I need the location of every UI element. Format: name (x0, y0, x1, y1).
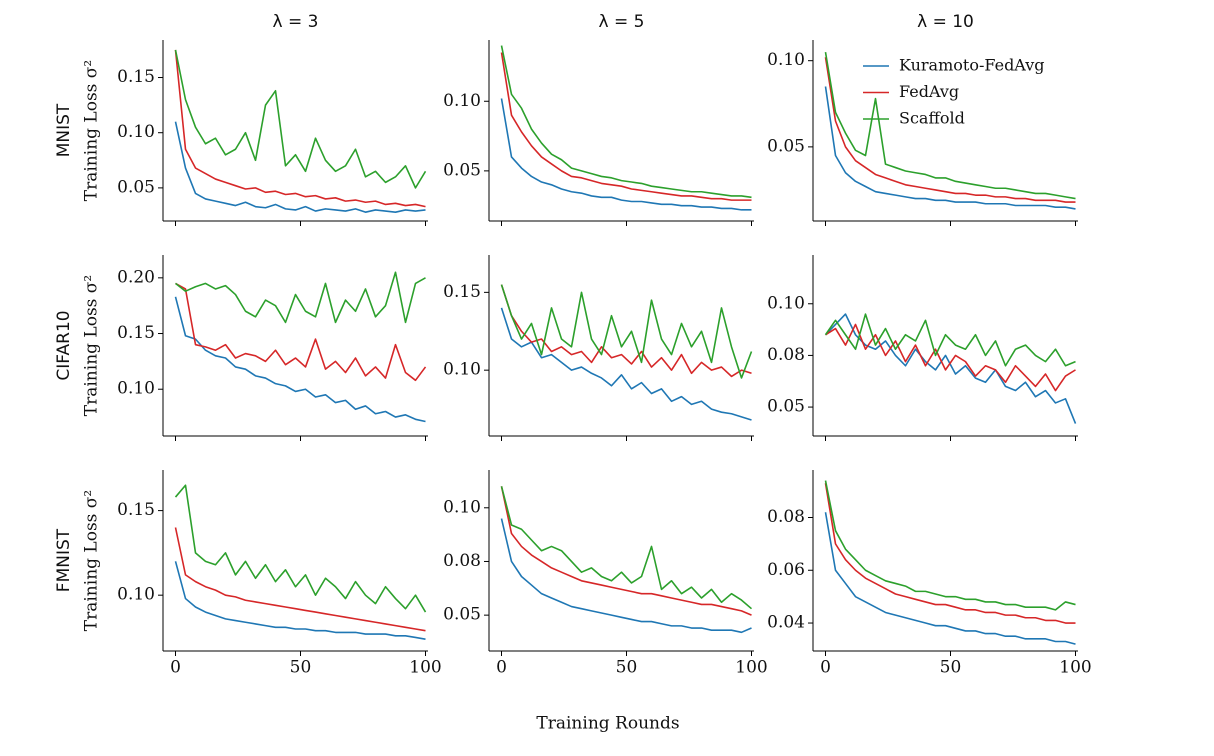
y-tick-label: 0.08 (443, 551, 481, 571)
y-tick-label: 0.10 (117, 585, 155, 605)
y-tick-label: 0.05 (767, 136, 805, 156)
y-tick-label: 0.20 (117, 267, 155, 287)
x-tick-label: 0 (496, 658, 507, 678)
series-line (175, 282, 427, 382)
y-tick-label: 0.15 (117, 67, 155, 87)
series-line (500, 45, 752, 199)
series-line (174, 484, 427, 613)
series-line (824, 57, 1076, 203)
series-line (825, 323, 1076, 392)
series-line (824, 51, 1076, 200)
y-tick-label: 0.05 (443, 605, 481, 625)
y-tick-label: 0.08 (767, 507, 805, 527)
series-line (500, 98, 752, 211)
series-line (174, 561, 426, 640)
y-tick-label: 0.10 (443, 91, 481, 111)
row-label: MNIST (54, 103, 74, 157)
series-line (175, 271, 426, 324)
x-tick-label: 100 (735, 658, 767, 678)
series-line (174, 296, 426, 423)
series-line (500, 52, 752, 201)
y-axis-label: Training Loss σ² (82, 490, 102, 631)
legend-label: FedAvg (899, 82, 959, 101)
x-axis-label: Training Rounds (536, 714, 679, 734)
series-line (824, 480, 1076, 611)
x-tick-label: 50 (616, 658, 638, 678)
y-tick-label: 0.10 (767, 50, 805, 70)
series-line (500, 284, 753, 379)
legend-label: Scaffold (899, 109, 965, 128)
subplot-title: λ = 10 (917, 12, 974, 32)
series-line (174, 527, 426, 632)
legend-label: Kuramoto-FedAvg (899, 56, 1045, 75)
series-line (500, 307, 752, 421)
row-label: CIFAR10 (54, 310, 74, 380)
y-tick-label: 0.15 (117, 323, 155, 343)
series-line (500, 486, 752, 616)
x-tick-label: 0 (820, 658, 831, 678)
y-tick-label: 0.10 (443, 497, 481, 517)
series-line (824, 86, 1076, 210)
y-tick-label: 0.15 (443, 282, 481, 302)
subplot-title: λ = 3 (273, 12, 319, 32)
y-tick-label: 0.05 (117, 177, 155, 197)
y-tick-label: 0.08 (767, 345, 805, 365)
x-tick-label: 100 (409, 658, 441, 678)
series-line (824, 313, 1076, 367)
x-tick-label: 0 (170, 658, 181, 678)
x-tick-label: 100 (1059, 658, 1091, 678)
y-tick-label: 0.06 (767, 560, 805, 580)
y-tick-label: 0.10 (117, 122, 155, 142)
y-tick-label: 0.10 (117, 379, 155, 399)
series-line (500, 518, 752, 634)
y-tick-label: 0.10 (767, 293, 805, 313)
series-line (500, 284, 752, 378)
series-line (174, 49, 426, 208)
y-tick-label: 0.10 (443, 360, 481, 380)
series-line (500, 486, 753, 610)
series-line (174, 49, 427, 189)
series-line (824, 313, 1077, 424)
y-tick-label: 0.04 (767, 613, 805, 633)
y-axis-label: Training Loss σ² (82, 275, 102, 416)
subplot-title: λ = 5 (599, 12, 645, 32)
y-tick-label: 0.05 (443, 160, 481, 180)
x-tick-label: 50 (290, 658, 312, 678)
y-tick-label: 0.15 (117, 500, 155, 520)
y-axis-label: Training Loss σ² (82, 60, 102, 201)
x-tick-label: 50 (940, 658, 962, 678)
row-label: FMNIST (54, 528, 74, 592)
series-line (824, 483, 1076, 624)
series-line (174, 121, 426, 213)
y-tick-label: 0.05 (767, 397, 805, 417)
series-line (824, 512, 1076, 645)
